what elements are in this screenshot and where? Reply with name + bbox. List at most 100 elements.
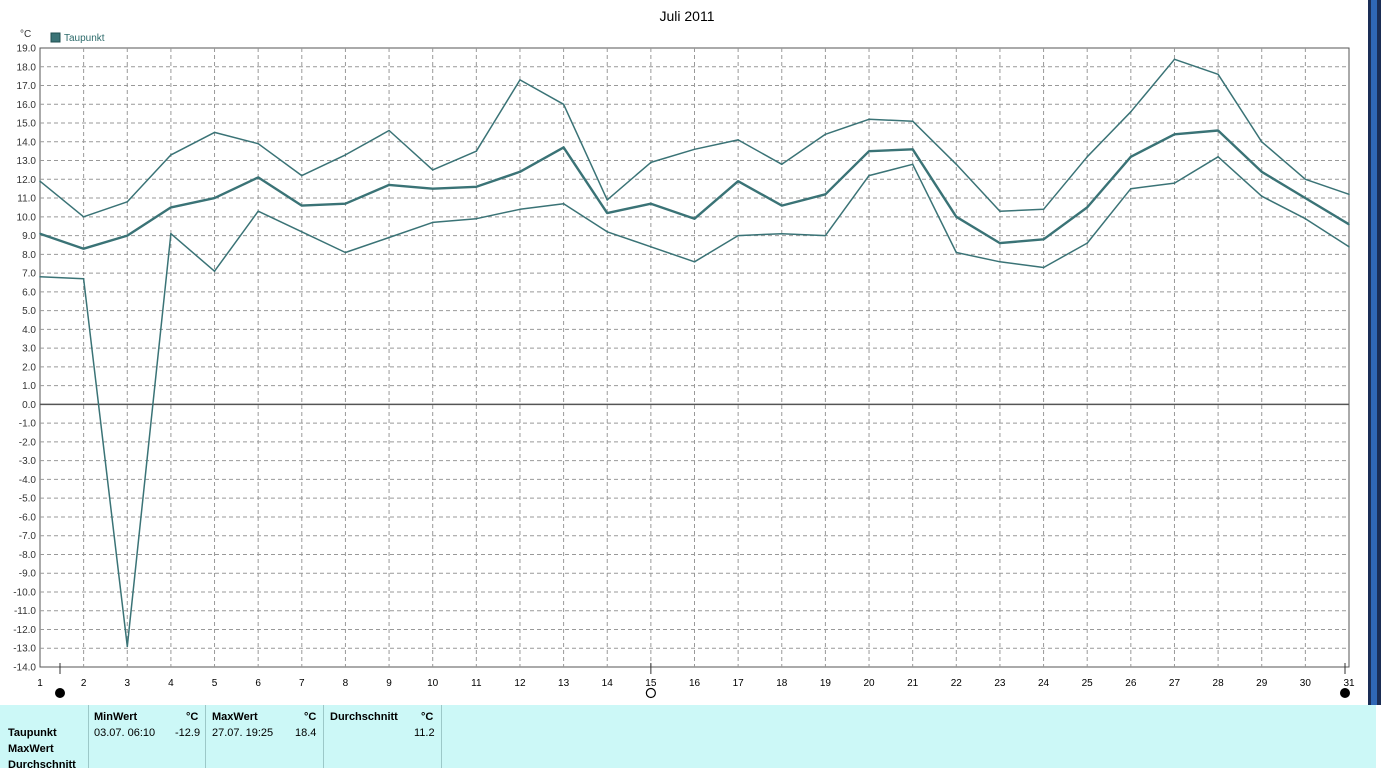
data-point-avg bbox=[911, 148, 914, 151]
data-point-max bbox=[868, 118, 870, 121]
min-header: MinWert bbox=[94, 711, 138, 723]
y-tick-label: 1.0 bbox=[22, 381, 36, 392]
data-point-min bbox=[1130, 187, 1132, 190]
data-point-avg bbox=[257, 176, 259, 179]
data-point-max bbox=[170, 154, 172, 156]
data-point-min bbox=[1260, 195, 1263, 197]
data-point-min bbox=[999, 261, 1001, 263]
data-point-avg bbox=[82, 247, 85, 250]
series-line-max bbox=[39, 58, 1350, 218]
stats-panel: MinWert °C MaxWert °C Durchschnitt °C Ta… bbox=[0, 705, 1376, 768]
x-axis-ticks: 1 2 3 4 5 6 7 8 9 10 11 12 13 14 15 16 17 18 19 20 21 22 23 24 2… bbox=[37, 678, 1355, 689]
data-point-min bbox=[737, 234, 739, 237]
data-point-min bbox=[1173, 182, 1176, 184]
data-point-max bbox=[606, 199, 609, 201]
x-tick-label: 17 bbox=[733, 678, 745, 689]
x-tick-label: 12 bbox=[514, 678, 526, 689]
x-tick-label: 19 bbox=[820, 678, 832, 689]
data-point-avg bbox=[606, 212, 609, 214]
min-value: -12.9 bbox=[175, 727, 201, 739]
y-tick-label: 14.0 bbox=[17, 137, 37, 148]
x-tick-label: 9 bbox=[386, 678, 392, 689]
y-tick-label: -7.0 bbox=[19, 531, 37, 542]
data-point-max bbox=[257, 142, 259, 145]
y-tick-label: 16.0 bbox=[17, 100, 37, 111]
x-tick-label: 16 bbox=[689, 678, 701, 689]
data-point-avg bbox=[868, 150, 870, 152]
avg-unit: °C bbox=[421, 711, 434, 723]
y-tick-label: -6.0 bbox=[19, 512, 37, 523]
y-tick-label: 12.0 bbox=[17, 175, 37, 186]
data-point-max bbox=[1086, 155, 1088, 158]
data-point-avg bbox=[1173, 133, 1176, 136]
data-point-avg bbox=[1042, 238, 1045, 241]
data-point-avg bbox=[388, 184, 390, 186]
data-point-avg bbox=[999, 242, 1001, 244]
y-tick-label: 17.0 bbox=[17, 81, 37, 92]
data-point-max bbox=[519, 79, 521, 81]
data-point-max bbox=[1042, 208, 1045, 211]
x-tick-label: 1 bbox=[37, 678, 43, 689]
y-tick-label: -4.0 bbox=[19, 475, 37, 486]
x-tick-label: 21 bbox=[907, 678, 919, 689]
data-point-max bbox=[955, 163, 958, 166]
legend-label: Taupunkt bbox=[64, 33, 105, 44]
max-value: 18.4 bbox=[295, 727, 317, 739]
y-tick-label: 18.0 bbox=[17, 62, 37, 73]
data-point-avg bbox=[1130, 155, 1132, 158]
data-point-min bbox=[1086, 242, 1088, 244]
chart-title: Juli 2011 bbox=[659, 8, 714, 24]
data-point-max bbox=[911, 120, 914, 122]
y-tick-label: 4.0 bbox=[22, 325, 36, 336]
data-point-min bbox=[388, 236, 390, 239]
full-moon-icon bbox=[645, 687, 656, 699]
data-point-max bbox=[431, 169, 434, 171]
data-point-avg bbox=[344, 202, 347, 205]
data-point-max bbox=[650, 161, 652, 164]
data-point-max bbox=[1173, 58, 1176, 61]
y-tick-label: 19.0 bbox=[17, 44, 37, 55]
x-tick-label: 26 bbox=[1125, 678, 1137, 689]
data-point-max bbox=[1348, 193, 1350, 196]
x-tick-label: 5 bbox=[212, 678, 218, 689]
data-point-avg bbox=[301, 204, 303, 207]
data-point-avg bbox=[693, 217, 696, 220]
data-point-max bbox=[126, 201, 129, 203]
x-tick-label: 30 bbox=[1300, 678, 1312, 689]
x-tick-label: 22 bbox=[951, 678, 963, 689]
data-point-max bbox=[824, 133, 827, 136]
y-tick-label: -3.0 bbox=[19, 456, 37, 467]
data-point-min bbox=[824, 234, 827, 237]
row-label-taupunkt: Taupunkt bbox=[8, 727, 57, 739]
max-datetime: 27.07. 19:25 bbox=[212, 727, 274, 739]
x-tick-label: 11 bbox=[471, 678, 482, 689]
y-tick-label: 10.0 bbox=[17, 212, 37, 223]
data-point-min bbox=[213, 270, 216, 273]
dew-point-chart: Juli 2011 °C Taupunkt 19.018.017.016.015… bbox=[13, 8, 1355, 699]
data-point-min bbox=[911, 163, 914, 166]
data-point-avg bbox=[213, 197, 216, 199]
data-point-max bbox=[344, 154, 347, 156]
data-point-avg bbox=[126, 234, 129, 237]
x-tick-label: 18 bbox=[776, 678, 788, 689]
x-tick-label: 4 bbox=[168, 678, 174, 689]
x-tick-label: 2 bbox=[81, 678, 87, 689]
data-point-avg bbox=[1086, 206, 1088, 209]
data-point-min bbox=[868, 174, 870, 177]
y-tick-label: -14.0 bbox=[13, 663, 36, 674]
y-tick-label: -12.0 bbox=[13, 625, 36, 636]
y-tick-label: 5.0 bbox=[22, 306, 36, 317]
x-tick-label: 10 bbox=[427, 678, 439, 689]
row-label-maxwert: MaxWert bbox=[8, 743, 54, 755]
grid-lines bbox=[39, 47, 1350, 668]
y-tick-label: 7.0 bbox=[22, 269, 36, 280]
data-point-max bbox=[301, 174, 303, 177]
data-point-min bbox=[1304, 217, 1307, 220]
data-point-min bbox=[1348, 246, 1350, 248]
data-point-max bbox=[213, 131, 216, 134]
legend-swatch bbox=[50, 32, 61, 43]
series-lines bbox=[39, 58, 1350, 648]
data-point-min bbox=[431, 221, 434, 224]
data-point-avg bbox=[1260, 171, 1263, 173]
data-point-min bbox=[650, 246, 652, 248]
